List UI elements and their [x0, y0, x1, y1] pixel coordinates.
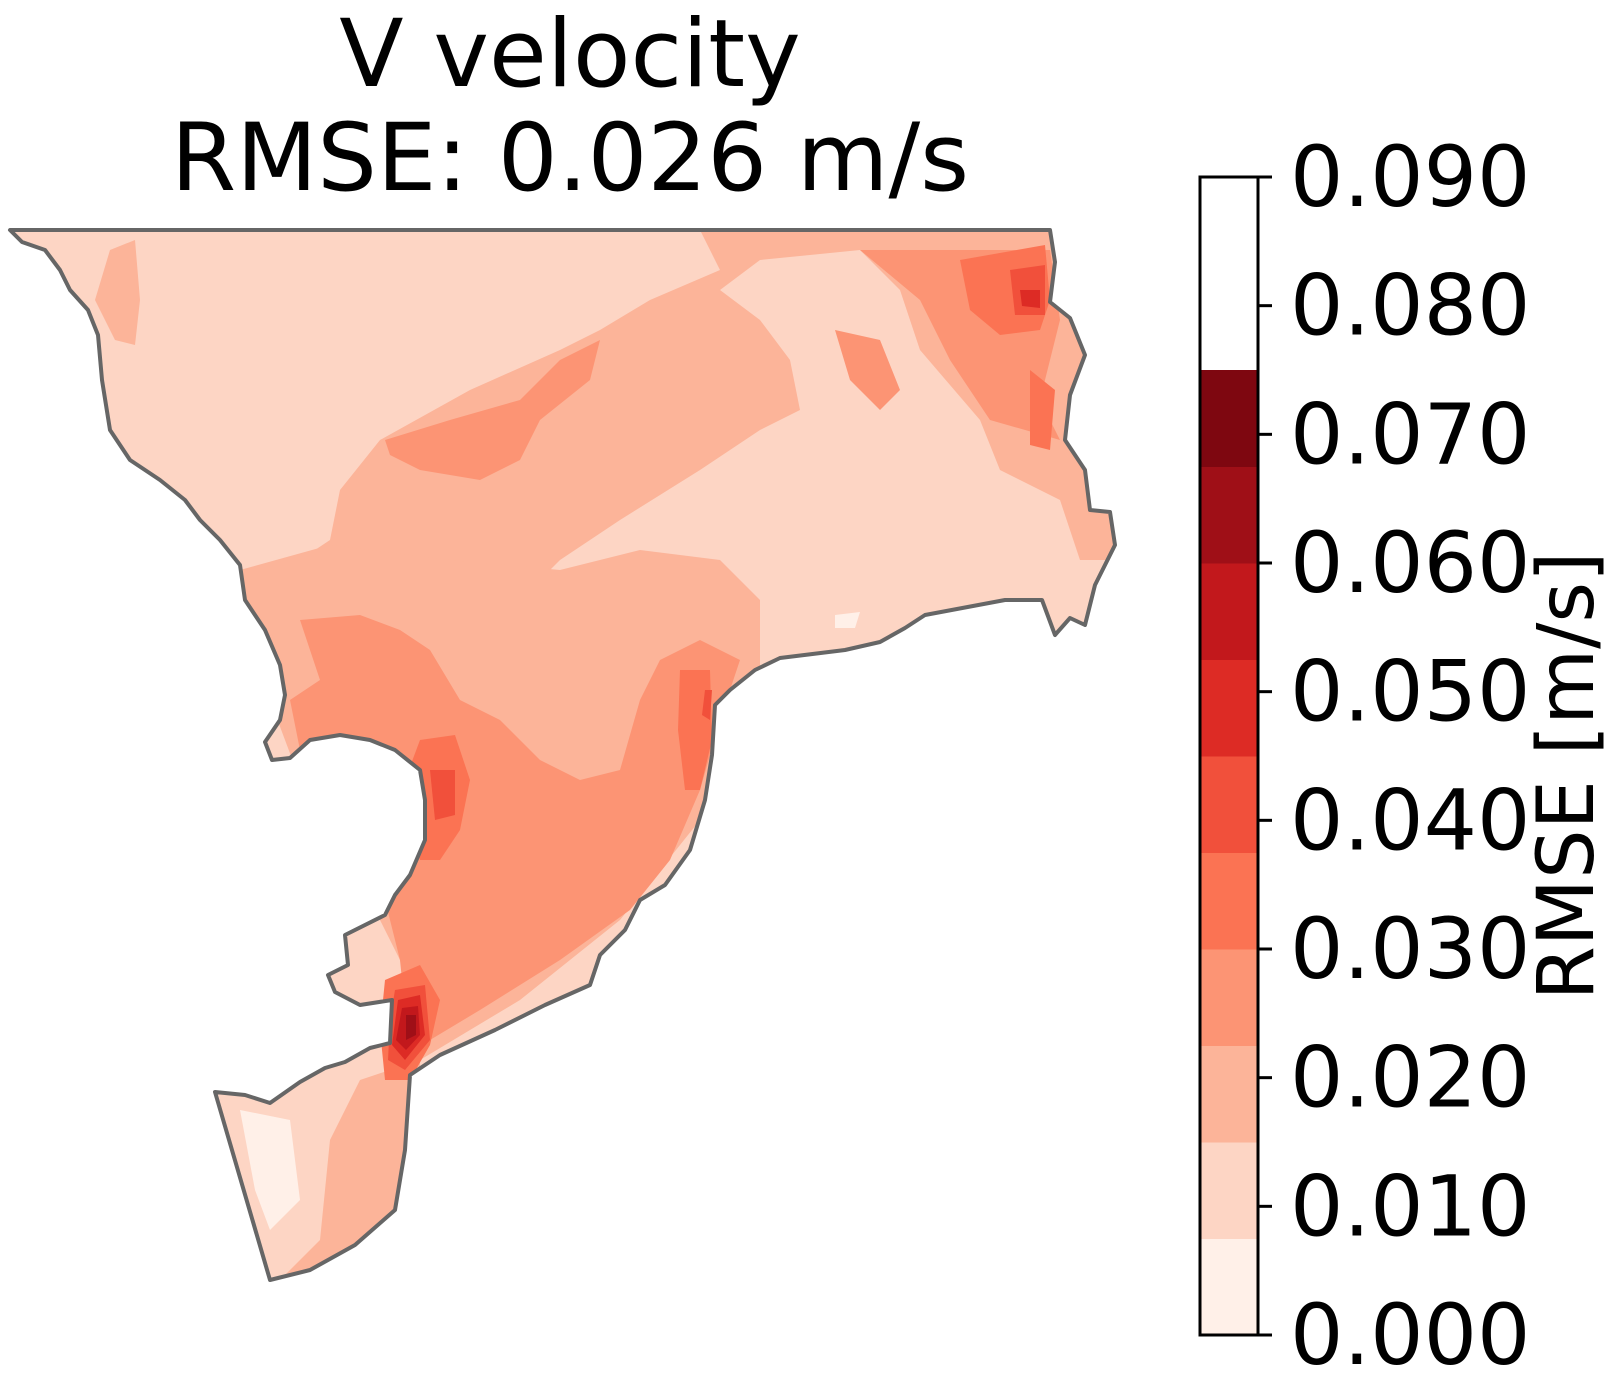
colorbar-bands	[1200, 370, 1258, 1336]
colorbar-band	[1200, 852, 1258, 950]
colorbar-label: RMSE [m/s]	[1522, 552, 1612, 1001]
colorbar-band	[1200, 370, 1258, 467]
colorbar-ticks: 0.000 0.010 0.020 0.030 0.040 0.050 0.060 0.070…	[1258, 128, 1530, 1384]
colorbar-band	[1200, 949, 1258, 1046]
colorbar-tick-label: 0.060	[1290, 514, 1530, 612]
colorbar-band	[1200, 563, 1258, 660]
contour-level-0.0675	[406, 1015, 416, 1040]
colorbar-tick-label: 0.050	[1290, 643, 1530, 741]
colorbar-tick-label: 0.010	[1290, 1157, 1530, 1255]
colorbar-band	[1200, 756, 1258, 853]
colorbar-tick-label: 0.080	[1290, 257, 1530, 355]
contour-level-0.03-channel	[290, 615, 740, 1060]
domain-outline	[8, 228, 1117, 1282]
colorbar-band	[1200, 1142, 1258, 1239]
contour-level-0.0225-west	[95, 240, 140, 345]
colorbar-tick-label: 0.040	[1290, 771, 1530, 869]
colorbar-band	[1200, 1045, 1258, 1143]
colorbar-tick-label: 0.020	[1290, 1029, 1530, 1127]
colorbar-tick-label: 0.000	[1290, 1286, 1530, 1384]
chart-title-line-1: V velocity	[339, 0, 801, 109]
rmse-contour-field	[10, 230, 1115, 1280]
colorbar-tick-label: 0.090	[1290, 128, 1530, 226]
colorbar-band	[1200, 1238, 1258, 1336]
colorbar-tick-label: 0.070	[1290, 385, 1530, 483]
chart-title-line-2: RMSE: 0.026 m/s	[170, 104, 970, 213]
colorbar-band	[1200, 466, 1258, 564]
contour-level-0.0375-channel	[380, 670, 712, 1080]
colorbar-band	[1200, 659, 1258, 757]
colorbar-outline	[1198, 175, 1260, 1337]
colorbar: 0.000 0.010 0.020 0.030 0.040 0.050 0.060 0.070…	[1198, 128, 1612, 1384]
colorbar-tick-label: 0.030	[1290, 900, 1530, 998]
